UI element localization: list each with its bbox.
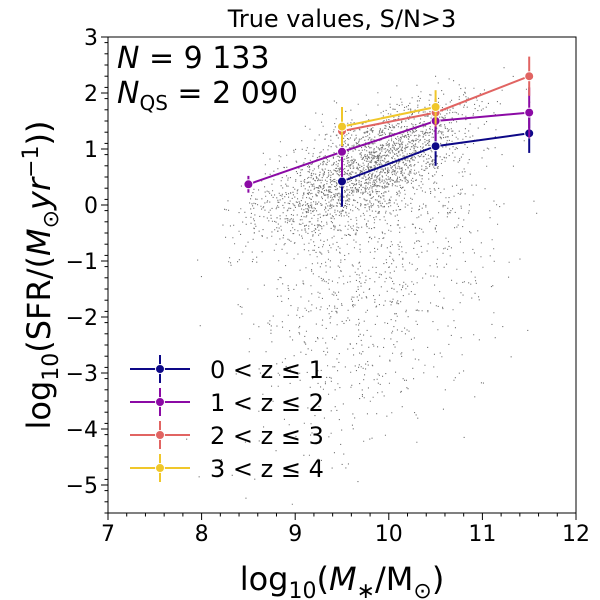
x-axis-title: log10(M∗/M⊙) — [240, 560, 445, 600]
scatter-points — [186, 67, 538, 505]
legend-marker — [155, 463, 165, 473]
y-tick-label: −4 — [66, 418, 98, 443]
annotation-n-qs: NQS = 2 090 — [117, 76, 298, 115]
series-group — [243, 56, 535, 207]
legend-marker — [155, 364, 165, 374]
x-tick-label: 11 — [468, 522, 496, 547]
legend-label: 3 < z ≤ 4 — [210, 455, 324, 483]
x-tick-label: 12 — [562, 522, 590, 547]
data-point — [430, 102, 441, 112]
legend-item: 1 < z ≤ 2 — [130, 388, 324, 417]
legend-marker — [155, 430, 165, 440]
y-tick-label: 3 — [84, 26, 98, 51]
y-tick-label: −1 — [66, 250, 98, 275]
legend-item: 2 < z ≤ 3 — [130, 421, 324, 450]
x-tick-label: 10 — [375, 522, 403, 547]
legend-item: 0 < z ≤ 1 — [130, 355, 324, 384]
data-point — [337, 121, 347, 132]
y-tick-label: −3 — [66, 362, 98, 387]
y-tick-label: 2 — [84, 82, 98, 107]
legend-label: 1 < z ≤ 2 — [210, 389, 324, 417]
data-point — [337, 146, 347, 157]
series-line — [248, 111, 530, 186]
data-point — [524, 71, 535, 82]
x-tick-label: 8 — [195, 522, 209, 547]
y-axis-title: log10(SFR/(M⊙yr−1)) — [19, 120, 64, 429]
legend: 0 < z ≤ 1 1 < z ≤ 2 2 < z ≤ 3 3 < z ≤ 4 — [130, 355, 324, 483]
y-tick-label: −2 — [66, 306, 98, 331]
annotation-n-total: N = 9 133 — [117, 41, 270, 76]
x-tick-label: 9 — [288, 522, 302, 547]
data-point — [524, 107, 535, 118]
plot-frame — [107, 36, 577, 514]
legend-label: 2 < z ≤ 3 — [210, 422, 324, 450]
x-tick-label: 7 — [101, 522, 115, 547]
y-tick-label: 0 — [84, 194, 98, 219]
series-4 — [337, 90, 441, 147]
data-point — [337, 176, 347, 187]
y-tick-label: 1 — [84, 138, 98, 163]
chart-title: True values, S/N>3 — [227, 5, 457, 33]
legend-label: 0 < z ≤ 1 — [210, 356, 324, 384]
legend-marker — [155, 397, 165, 407]
data-point — [243, 179, 254, 190]
data-point — [430, 141, 441, 152]
legend-item: 3 < z ≤ 4 — [130, 454, 324, 483]
y-tick-label: −5 — [66, 474, 98, 499]
series-line — [341, 106, 436, 128]
scatter-cloud — [186, 67, 538, 505]
